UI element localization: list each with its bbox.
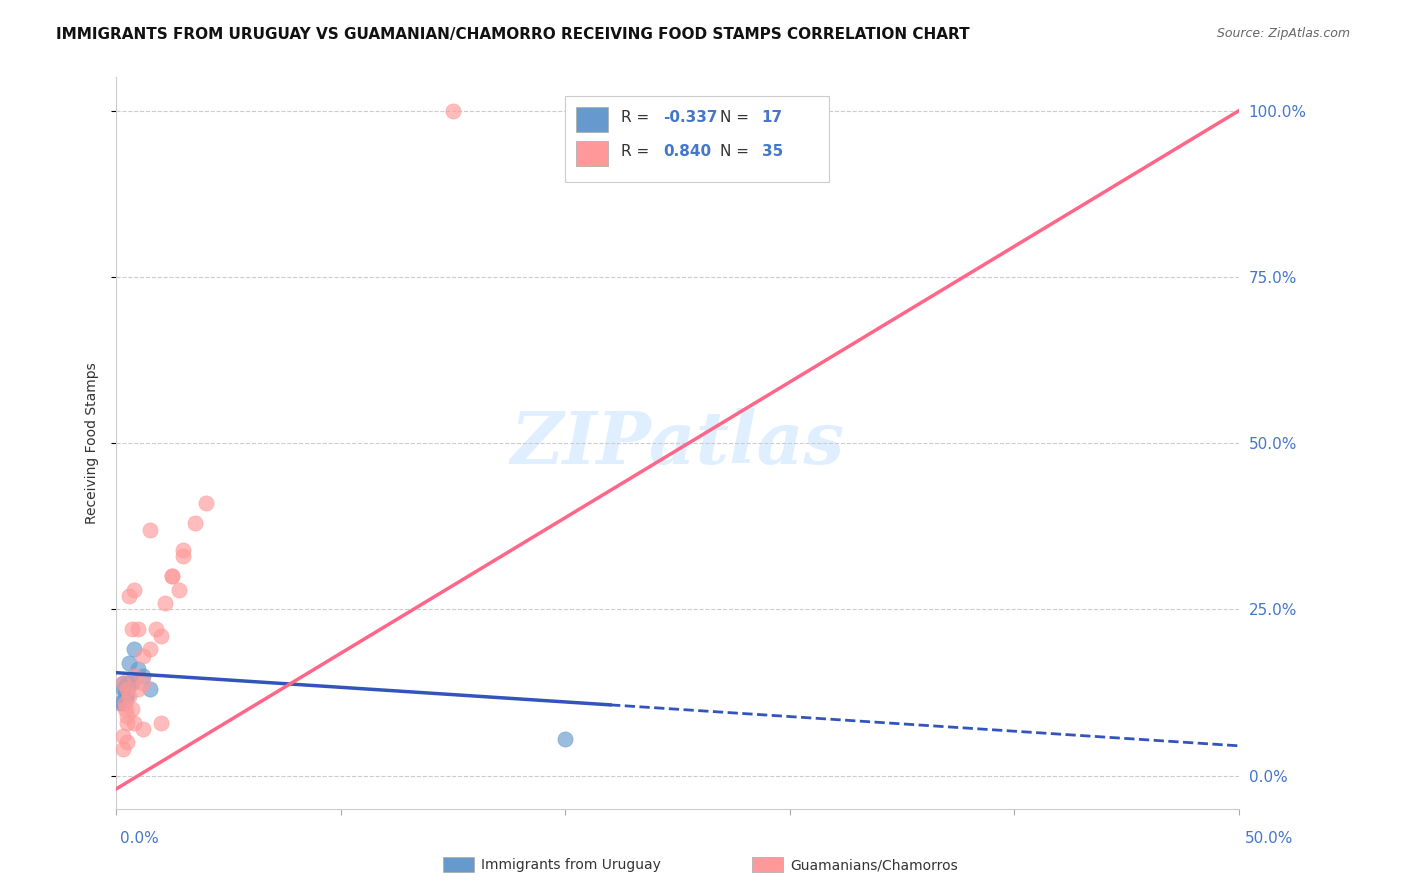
Text: 35: 35 (762, 144, 783, 159)
Text: R =: R = (621, 111, 654, 125)
Point (114, 689, 136, 703)
Text: Immigrants from Uruguay: Immigrants from Uruguay (481, 858, 661, 872)
Point (115, 715, 138, 730)
Point (115, 682, 138, 697)
Point (160, 569, 183, 583)
FancyBboxPatch shape (576, 141, 607, 166)
Point (115, 709, 138, 723)
Text: R =: R = (621, 144, 654, 159)
Point (127, 662, 149, 676)
Point (183, 516, 205, 530)
Text: ZIPatlas: ZIPatlas (510, 408, 845, 479)
FancyBboxPatch shape (576, 107, 607, 132)
Point (554, 732, 576, 747)
Text: N =: N = (720, 144, 754, 159)
Point (111, 696, 134, 710)
Point (132, 648, 155, 663)
Point (127, 682, 149, 697)
Point (118, 675, 141, 690)
Point (122, 715, 145, 730)
Point (138, 642, 160, 657)
Text: Guamanians/Chamorros: Guamanians/Chamorros (790, 858, 957, 872)
Point (138, 682, 160, 697)
Text: IMMIGRANTS FROM URUGUAY VS GUAMANIAN/CHAMORRO RECEIVING FOOD STAMPS CORRELATION : IMMIGRANTS FROM URUGUAY VS GUAMANIAN/CHA… (56, 27, 970, 42)
Point (114, 682, 136, 697)
Point (172, 549, 194, 564)
Point (121, 675, 143, 690)
Point (118, 656, 141, 670)
Point (149, 629, 172, 643)
Point (145, 623, 167, 637)
Point (115, 735, 138, 749)
Point (114, 702, 136, 716)
Point (118, 589, 141, 603)
Point (167, 582, 190, 597)
Point (121, 702, 143, 716)
Point (122, 642, 145, 657)
Point (160, 569, 183, 583)
Point (132, 675, 155, 690)
Point (118, 689, 141, 703)
Point (114, 696, 136, 710)
FancyBboxPatch shape (565, 95, 830, 182)
Point (121, 623, 143, 637)
Point (111, 729, 134, 743)
Point (132, 722, 155, 736)
Point (115, 682, 138, 697)
Text: 0.0%: 0.0% (120, 831, 159, 846)
Point (127, 623, 149, 637)
Text: 17: 17 (762, 111, 783, 125)
Point (110, 696, 132, 710)
Point (172, 542, 194, 557)
Text: 0.840: 0.840 (662, 144, 711, 159)
Point (155, 596, 177, 610)
Text: Source: ZipAtlas.com: Source: ZipAtlas.com (1216, 27, 1350, 40)
Point (138, 523, 160, 537)
Point (122, 669, 145, 683)
Point (111, 682, 134, 697)
Point (111, 742, 134, 756)
Y-axis label: Receiving Food Stamps: Receiving Food Stamps (86, 362, 100, 524)
Point (194, 496, 217, 510)
Point (111, 675, 134, 690)
Point (115, 689, 138, 703)
Text: N =: N = (720, 111, 754, 125)
Point (111, 675, 134, 690)
Point (441, 103, 464, 118)
Text: -0.337: -0.337 (662, 111, 717, 125)
Point (115, 675, 138, 690)
Point (122, 582, 145, 597)
Point (149, 715, 172, 730)
Text: 50.0%: 50.0% (1246, 831, 1294, 846)
Point (132, 669, 155, 683)
